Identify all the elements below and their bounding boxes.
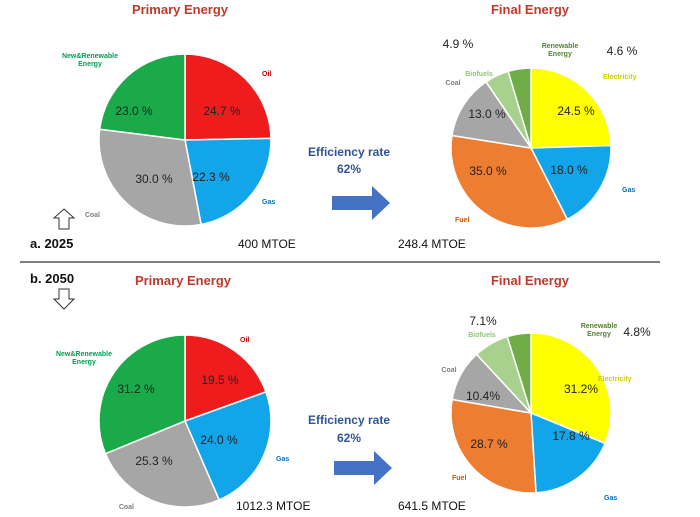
primary-total-2050: 1012.3 MTOE xyxy=(236,499,310,513)
panel-2050: b. 2050 Primary Energy Final Energy 19.5… xyxy=(30,271,651,513)
slice-electricity xyxy=(530,67,612,149)
pct-label-fuel: 35.0 % xyxy=(469,164,507,178)
category-label-electricity: Electricity xyxy=(598,376,632,383)
pct-label-coal: 30.0 % xyxy=(135,172,173,186)
slice-fuel xyxy=(450,134,569,229)
category-label-biofuels: Biofuels xyxy=(465,71,493,78)
pct-label-electricity: 24.5 % xyxy=(557,104,595,118)
pct-label-gas: 24.0 % xyxy=(200,433,238,447)
category-label-fuel: Fuel xyxy=(455,217,469,224)
category-label-new-renewable-energy: New&Renewable Energy xyxy=(62,53,118,68)
category-label-biofuels: Biofuels xyxy=(468,332,496,339)
slice-new-renewable-energy xyxy=(98,53,186,141)
efficiency-rate-2025: 62% xyxy=(337,162,361,176)
slice-renewable-energy xyxy=(507,67,532,149)
final-total-2025: 248.4 MTOE xyxy=(398,237,466,251)
slice-gas xyxy=(183,390,272,501)
category-label-coal: Coal xyxy=(445,80,460,87)
pct-label-new-renewable-energy: 31.2 % xyxy=(117,382,155,396)
right-arrow-icon xyxy=(332,186,390,220)
primary-total-2025: 400 MTOE xyxy=(238,237,296,251)
pct-label-electricity: 31.2% xyxy=(564,382,598,396)
category-label-gas: Gas xyxy=(604,495,617,502)
pct-label-gas: 22.3 % xyxy=(192,170,230,184)
slice-electricity xyxy=(530,332,612,445)
year-label-2050: b. 2050 xyxy=(30,271,74,286)
slice-oil xyxy=(184,53,272,141)
down-arrow-icon xyxy=(52,288,76,310)
category-label-gas: Gas xyxy=(262,199,275,206)
final-total-2050: 641.5 MTOE xyxy=(398,499,466,513)
category-label-gas: Gas xyxy=(622,187,635,194)
primary-title-2050: Primary Energy xyxy=(135,273,232,288)
category-label-new-renewable-energy: New&Renewable Energy xyxy=(56,351,112,366)
pct-label-gas: 17.8 % xyxy=(552,429,590,443)
pct-label-coal: 25.3 % xyxy=(135,454,173,468)
category-label-coal: Coal xyxy=(85,212,100,219)
slice-coal xyxy=(451,80,533,150)
pct-label-oil: 24.7 % xyxy=(203,104,241,118)
pct-label-gas: 18.0 % xyxy=(550,163,588,177)
category-label-renewable-energy: Renewable Energy xyxy=(542,43,579,58)
primary-title-2025: Primary Energy xyxy=(132,2,229,17)
pct-label-renewable-energy: 4.8% xyxy=(623,325,651,339)
slice-new-renewable-energy xyxy=(98,334,186,455)
up-arrow-icon xyxy=(52,208,76,230)
primary-pie-2025: 24.7 % Oil 22.3 % Gas 30.0 % Coal 23.0 % New&Re… xyxy=(62,53,275,227)
final-title-2050: Final Energy xyxy=(491,273,570,288)
category-label-oil: Oil xyxy=(262,71,271,78)
pct-label-fuel: 28.7 % xyxy=(470,437,508,451)
slice-fuel xyxy=(450,398,537,494)
pct-label-oil: 19.5 % xyxy=(201,373,239,387)
category-label-coal: Coal xyxy=(119,504,134,511)
efficiency-label-2025: Efficiency rate xyxy=(308,145,390,159)
category-label-fuel: Fuel xyxy=(452,475,466,482)
year-label-2025: a. 2025 xyxy=(30,236,73,251)
pct-label-biofuels: 7.1% xyxy=(469,314,497,328)
primary-pie-2050: 19.5 % Oil 24.0 % Gas 25.3 % Coal 31.2 % New&Re… xyxy=(56,334,289,511)
slice-gas xyxy=(529,144,612,221)
category-label-coal: Coal xyxy=(441,367,456,374)
pct-label-coal: 13.0 % xyxy=(468,107,506,121)
category-label-electricity: Electricity xyxy=(603,74,637,81)
slice-oil xyxy=(184,334,267,423)
efficiency-rate-2050: 62% xyxy=(337,431,361,445)
pct-label-coal: 10.4% xyxy=(466,389,500,403)
final-pie-2050: 31.2%Electricity 17.8 % Gas 28.7 % Fuel 10.4%… xyxy=(441,314,651,502)
slice-coal xyxy=(98,128,202,227)
pct-label-renewable-energy: 4.6 % xyxy=(607,44,638,58)
category-label-oil: Oil xyxy=(240,337,249,344)
category-label-gas: Gas xyxy=(276,456,289,463)
slice-renewable-energy xyxy=(506,332,532,414)
category-label-renewable-energy: Renewable Energy xyxy=(581,323,618,338)
efficiency-label-2050: Efficiency rate xyxy=(308,413,390,427)
panel-2025: Primary Energy Final Energy 24.7 % Oil 22.… xyxy=(30,2,638,251)
pct-label-new-renewable-energy: 23.0 % xyxy=(115,104,153,118)
final-title-2025: Final Energy xyxy=(491,2,570,17)
slice-gas xyxy=(530,411,606,494)
slice-gas xyxy=(184,137,272,226)
pct-label-biofuels: 4.9 % xyxy=(443,37,474,51)
final-pie-2025: 24.5 % Electricity 18.0 % Gas 35.0 % Fuel 13.0… xyxy=(443,37,638,229)
right-arrow-icon xyxy=(334,451,392,485)
